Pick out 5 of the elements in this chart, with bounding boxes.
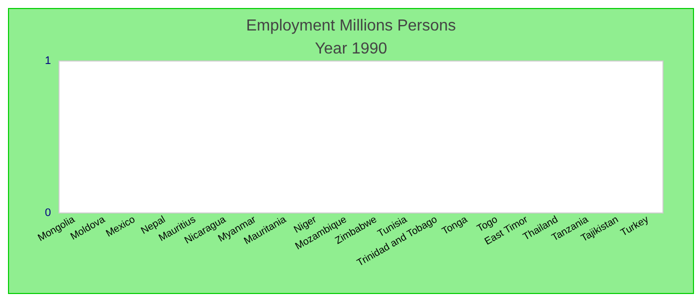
x-tick-label: Tonga	[440, 214, 470, 238]
y-tick-label: 1	[44, 55, 51, 67]
y-tick-label: 0	[44, 207, 51, 219]
chart-title: Employment Millions Persons	[246, 18, 456, 34]
chart-subtitle: Year 1990	[314, 40, 388, 58]
